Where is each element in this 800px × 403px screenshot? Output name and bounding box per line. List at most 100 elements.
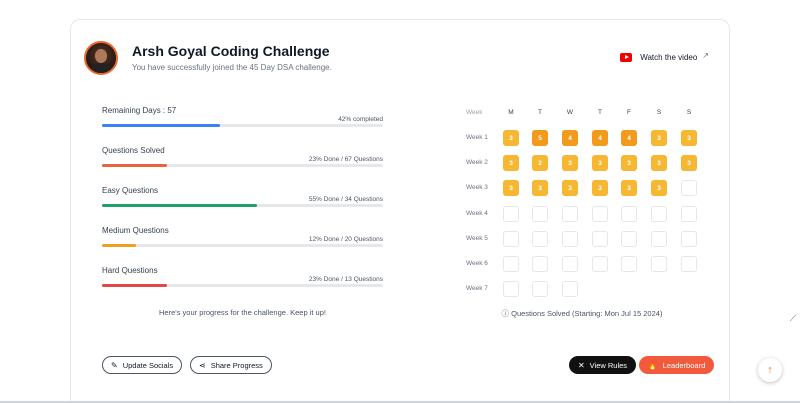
day-cell[interactable] bbox=[503, 256, 519, 272]
day-cell[interactable] bbox=[621, 256, 637, 272]
share-icon: ⋖ bbox=[199, 360, 206, 370]
progress-fill bbox=[102, 124, 221, 127]
leaderboard-label: Leaderboard bbox=[662, 360, 706, 370]
day-cell[interactable] bbox=[503, 206, 519, 222]
day-cell[interactable] bbox=[651, 256, 667, 272]
day-cell[interactable]: 3 bbox=[651, 130, 667, 146]
progress-track bbox=[102, 244, 383, 247]
scroll-to-top-button[interactable]: ↑ bbox=[758, 358, 782, 382]
day-cell[interactable] bbox=[562, 281, 578, 297]
challenge-card: Arsh Goyal Coding Challenge You have suc… bbox=[70, 19, 730, 403]
day-cell[interactable] bbox=[621, 206, 637, 222]
day-cell[interactable] bbox=[651, 206, 667, 222]
progress-label: Remaining Days : 57 bbox=[102, 106, 177, 115]
page-title: Arsh Goyal Coding Challenge bbox=[132, 43, 330, 59]
day-cell[interactable] bbox=[532, 281, 548, 297]
day-header: M bbox=[508, 109, 514, 116]
day-cell[interactable] bbox=[532, 256, 548, 272]
day-cell[interactable]: 3 bbox=[562, 180, 578, 196]
leaderboard-button[interactable]: 🔥 Leaderboard bbox=[639, 356, 714, 374]
progress-label: Medium Questions bbox=[102, 226, 169, 235]
week-label: Week 5 bbox=[466, 235, 488, 242]
update-socials-button[interactable]: ✎ Update Socials bbox=[102, 356, 183, 374]
day-cell[interactable]: 4 bbox=[621, 130, 637, 146]
week-label: Week 7 bbox=[466, 285, 488, 292]
day-cell[interactable] bbox=[503, 281, 519, 297]
progress-track bbox=[102, 204, 383, 207]
day-cell[interactable]: 3 bbox=[503, 155, 519, 171]
day-cell[interactable] bbox=[562, 231, 578, 247]
grid-note: ⓘ Questions Solved (Starting: Mon Jul 15… bbox=[501, 309, 663, 318]
external-link-icon: ↗ bbox=[702, 51, 709, 60]
progress-fill bbox=[102, 284, 167, 287]
day-cell[interactable]: 4 bbox=[592, 130, 608, 146]
day-cell[interactable]: 3 bbox=[681, 130, 697, 146]
day-cell[interactable]: 3 bbox=[532, 180, 548, 196]
day-cell[interactable]: 3 bbox=[681, 155, 697, 171]
day-header: S bbox=[686, 109, 692, 116]
day-cell[interactable] bbox=[681, 231, 697, 247]
day-cell[interactable] bbox=[562, 256, 578, 272]
progress-meta: 42% completed bbox=[338, 116, 383, 123]
page-subtitle: You have successfully joined the 45 Day … bbox=[132, 63, 332, 72]
progress-label: Easy Questions bbox=[102, 186, 159, 195]
day-cell[interactable]: 2 bbox=[532, 155, 548, 171]
view-rules-label: View Rules bbox=[589, 360, 628, 370]
day-header: S bbox=[656, 109, 662, 116]
day-cell[interactable]: 3 bbox=[621, 180, 637, 196]
day-cell[interactable]: 3 bbox=[562, 155, 578, 171]
bottom-divider bbox=[0, 401, 800, 403]
day-cell[interactable]: 3 bbox=[621, 155, 637, 171]
share-progress-label: Share Progress bbox=[210, 360, 263, 370]
progress-track bbox=[102, 164, 383, 167]
week-label: Week 6 bbox=[466, 260, 488, 267]
progress-note: Here's your progress for the challenge. … bbox=[159, 308, 326, 317]
day-cell[interactable] bbox=[681, 206, 697, 222]
day-cell[interactable]: 3 bbox=[592, 180, 608, 196]
week-label: Week 2 bbox=[466, 159, 488, 166]
day-cell[interactable] bbox=[592, 256, 608, 272]
youtube-icon bbox=[620, 53, 633, 62]
day-cell[interactable]: 3 bbox=[651, 180, 667, 196]
day-cell[interactable] bbox=[532, 231, 548, 247]
day-cell[interactable] bbox=[592, 206, 608, 222]
day-cell[interactable]: 4 bbox=[562, 130, 578, 146]
progress-fill bbox=[102, 204, 257, 207]
chart-icon[interactable]: ⟋ bbox=[790, 313, 797, 323]
progress-meta: 12% Done / 20 Questions bbox=[308, 236, 383, 243]
progress-meta: 23% Done / 13 Questions bbox=[308, 276, 383, 283]
progress-meta: 23% Done / 67 Questions bbox=[308, 156, 383, 163]
week-label: Week 1 bbox=[466, 134, 488, 141]
day-cell[interactable] bbox=[651, 231, 667, 247]
day-cell[interactable] bbox=[532, 206, 548, 222]
progress-fill bbox=[102, 244, 136, 247]
progress-track bbox=[102, 124, 383, 127]
day-cell[interactable]: 3 bbox=[651, 155, 667, 171]
edit-icon: ✎ bbox=[111, 360, 118, 370]
progress-fill bbox=[102, 164, 167, 167]
day-cell[interactable] bbox=[681, 180, 697, 196]
watch-video-label: Watch the video bbox=[640, 53, 698, 62]
avatar bbox=[84, 41, 118, 75]
watch-video-link[interactable]: Watch the video ↗ bbox=[620, 51, 709, 62]
view-rules-button[interactable]: ✕ View Rules bbox=[569, 356, 636, 374]
day-cell[interactable]: 3 bbox=[503, 180, 519, 196]
day-header: F bbox=[627, 109, 631, 116]
fire-icon: 🔥 bbox=[647, 360, 658, 370]
day-header: T bbox=[538, 109, 542, 116]
day-header: W bbox=[566, 109, 574, 116]
day-header: T bbox=[598, 109, 602, 116]
progress-label: Hard Questions bbox=[102, 266, 158, 275]
progress-meta: 55% Done / 34 Questions bbox=[308, 196, 383, 203]
share-progress-button[interactable]: ⋖ Share Progress bbox=[190, 356, 272, 374]
day-cell[interactable] bbox=[503, 231, 519, 247]
day-cell[interactable] bbox=[592, 231, 608, 247]
day-cell[interactable] bbox=[562, 206, 578, 222]
day-cell[interactable]: 3 bbox=[592, 155, 608, 171]
day-cell[interactable]: 5 bbox=[532, 130, 548, 146]
progress-label: Questions Solved bbox=[102, 146, 165, 155]
day-cell[interactable]: 3 bbox=[503, 130, 519, 146]
day-cell[interactable] bbox=[681, 256, 697, 272]
update-socials-label: Update Socials bbox=[122, 360, 174, 370]
day-cell[interactable] bbox=[621, 231, 637, 247]
